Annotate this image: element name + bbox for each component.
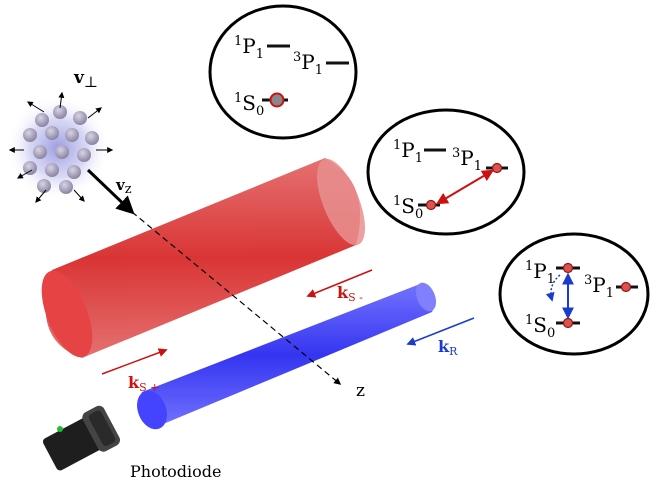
level-1s0-label: 1S0 [393,194,423,222]
photodiode: Photodiode [42,405,221,481]
decay-arrow [545,274,561,302]
level-diagram-shelving: 1P1 3P1 1S0 [366,108,526,236]
k-s-minus-arrow [306,269,373,298]
z-axis [131,211,342,385]
blue-beam-body [138,284,436,427]
blue-beam-near-end [137,390,167,430]
vz-arrow [86,168,135,215]
atom-population-1s0 [269,92,285,108]
atom-population-1p1 [562,262,574,274]
photodiode-led [57,426,63,432]
k-r-label: kR [438,337,458,358]
cloud-atoms [23,105,99,194]
blue-beam-cylinder [137,282,437,430]
atom-population-3p1 [491,162,503,174]
v-perp-label: v⊥ [73,68,98,91]
k-s-plus-label: kS + [128,373,159,394]
level-diagram-1-frame [208,4,358,140]
level-diagram-3-frame [498,232,650,356]
level-1p1-label: 1P1 [525,259,555,287]
shelving-transition-arrow [435,169,495,205]
red-beam-near-end [41,270,93,358]
atom-cloud [6,91,114,203]
red-beam-far-end [317,158,365,246]
velocity-spread-arrows [8,91,114,203]
k-s-minus-label: kS - [337,283,363,304]
atom-population-1s0 [425,199,437,211]
level-3p1-label: 3P1 [293,50,323,78]
red-beam-body [45,158,361,358]
k-r-arrow [406,317,475,346]
level-1s0-label: 1S0 [234,91,264,119]
level-diagram-2-frame [366,108,526,236]
blue-beam-far-end [415,282,437,312]
level-1s0-label: 1S0 [525,313,555,341]
level-3p1-label: 3P1 [452,146,482,174]
atom-population-1s0 [562,317,574,329]
red-beam-cylinder [41,158,365,358]
level-diagram-initial: 1P1 3P1 1S0 [208,4,358,140]
z-axis-label: z [356,381,365,401]
level-1p1-label: 1P1 [234,34,264,62]
atom-population-3p1 [620,281,632,293]
level-3p1-label: 3P1 [584,273,614,301]
level-diagram-readout: 1P1 3P1 1S0 [498,232,650,356]
k-s-plus-arrow [101,348,168,375]
vz-label: vz [115,176,132,197]
photodiode-label: Photodiode [130,462,221,481]
level-1p1-label: 1P1 [393,138,423,166]
